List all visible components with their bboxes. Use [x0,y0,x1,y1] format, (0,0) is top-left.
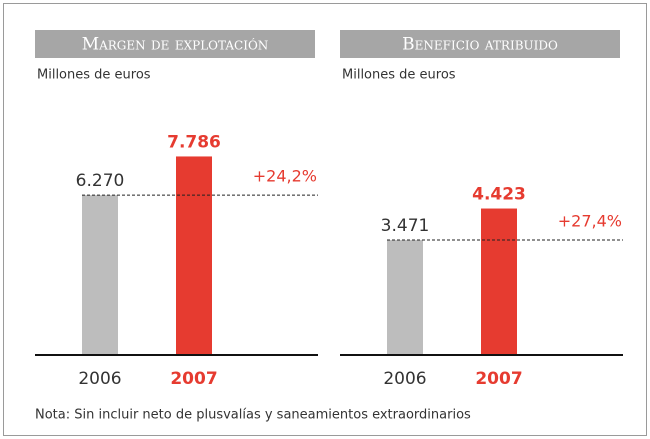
chart-title: Beneficio atribuido [402,35,558,55]
x-tick-label: 2007 [170,369,217,389]
title-bar [35,30,315,58]
annotation: +27,4% [558,212,622,231]
bar [82,195,118,355]
bar [387,240,423,355]
subtitle: Millones de euros [342,68,456,83]
annotation: +24,2% [253,167,317,186]
data-label: 6.270 [76,171,125,191]
title-bar [340,30,620,58]
data-label: 4.423 [472,185,526,205]
bar [176,156,212,355]
x-tick-label: 2006 [383,369,426,389]
note: Nota: Sin incluir neto de plusvalías y s… [35,408,471,423]
x-tick-label: 2007 [475,369,522,389]
x-tick-label: 2006 [78,369,121,389]
subtitle: Millones de euros [37,68,151,83]
bar [481,208,517,355]
data-label: 3.471 [381,216,430,236]
data-label: 7.786 [167,132,221,152]
chart-title: Margen de explotación [82,35,269,55]
